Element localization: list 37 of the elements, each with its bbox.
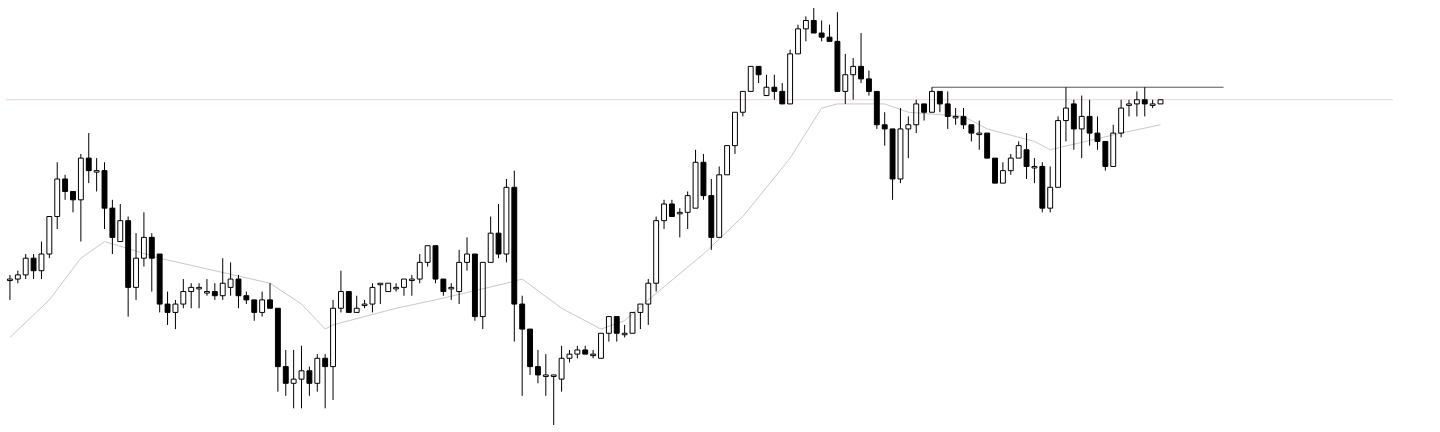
candlestick — [590, 349, 597, 359]
candlestick — [479, 261, 486, 330]
candlestick — [976, 120, 983, 151]
candlestick — [1118, 99, 1125, 138]
candlestick — [865, 70, 872, 97]
candlestick — [353, 295, 360, 313]
candlestick — [456, 249, 463, 305]
candlestick — [716, 165, 723, 238]
candlestick — [393, 282, 400, 293]
candlestick — [732, 111, 738, 155]
candlestick — [645, 278, 652, 326]
candlestick — [929, 86, 935, 113]
candlestick — [542, 353, 549, 397]
candlestick — [219, 257, 226, 301]
candlestick — [676, 207, 683, 238]
candlestick — [314, 353, 321, 393]
candlestick — [1133, 90, 1140, 117]
candlestick — [1055, 115, 1062, 188]
candlestick — [188, 282, 195, 309]
candlestick — [377, 282, 384, 305]
candlestick — [1078, 95, 1085, 159]
candlestick — [77, 153, 84, 243]
candlestick — [259, 291, 266, 318]
candlestick — [140, 211, 147, 268]
candlestick — [605, 316, 612, 343]
candlestick — [448, 282, 455, 301]
candlestick — [787, 49, 794, 105]
candlestick — [999, 161, 1006, 184]
candlestick — [267, 282, 273, 309]
candlestick — [795, 24, 801, 55]
candlestick — [1047, 165, 1054, 213]
candlestick — [850, 57, 857, 101]
candlestick — [54, 161, 61, 230]
candlestick — [802, 15, 809, 42]
candlestick — [408, 274, 415, 297]
candlestick — [117, 203, 124, 243]
candlestick — [337, 270, 344, 313]
